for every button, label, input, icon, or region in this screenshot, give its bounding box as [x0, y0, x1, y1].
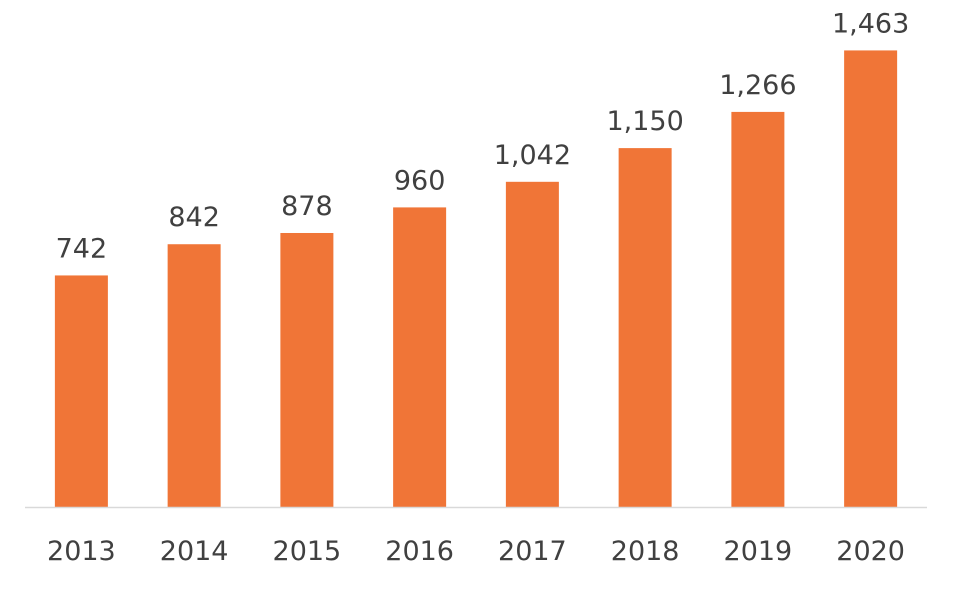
x-tick-label-2017: 2017: [498, 536, 567, 567]
bar-2020: [844, 50, 898, 508]
bar-2018: [618, 148, 672, 508]
bar-2017: [505, 181, 559, 507]
bar-2019: [731, 111, 785, 507]
bars-group: [54, 50, 898, 508]
data-label-2020: 1,463: [832, 8, 909, 39]
data-labels-group: 742 842 878 960 1,042 1,150 1,266 1,463: [56, 8, 910, 264]
bar-2013: [54, 275, 108, 507]
x-tick-labels-group: 2013 2014 2015 2016 2017 2018 2019 2020: [47, 536, 905, 567]
data-label-2014: 842: [168, 202, 220, 233]
x-tick-label-2013: 2013: [47, 536, 116, 567]
data-label-2018: 1,150: [606, 106, 683, 137]
data-label-2013: 742: [56, 233, 108, 264]
data-label-2016: 960: [394, 165, 446, 196]
x-tick-label-2019: 2019: [724, 536, 793, 567]
x-tick-label-2018: 2018: [611, 536, 680, 567]
bar-2015: [280, 232, 334, 508]
data-label-2015: 878: [281, 191, 333, 222]
x-tick-label-2015: 2015: [273, 536, 342, 567]
data-label-2019: 1,266: [719, 70, 796, 101]
x-tick-label-2020: 2020: [836, 536, 905, 567]
x-tick-label-2014: 2014: [160, 536, 229, 567]
bar-2016: [393, 207, 447, 507]
data-label-2017: 1,042: [494, 140, 571, 171]
x-tick-label-2016: 2016: [385, 536, 454, 567]
bar-2014: [167, 244, 221, 508]
